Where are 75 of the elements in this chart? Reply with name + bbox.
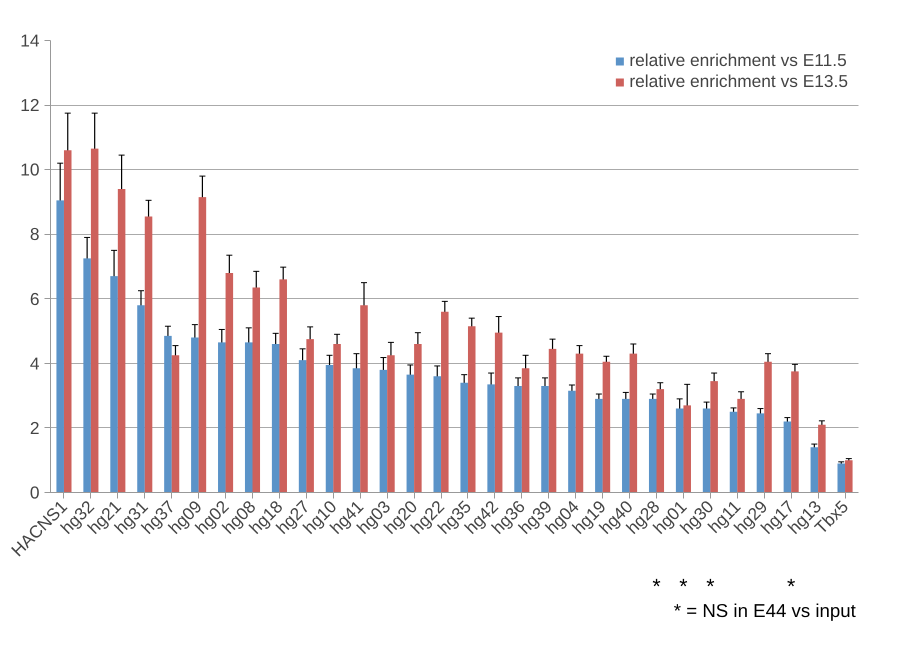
bar: [648, 398, 656, 492]
text: * = NS in E44 vs input: [674, 600, 857, 621]
bar: [791, 371, 799, 492]
bar: [756, 413, 764, 492]
bar: [656, 389, 664, 492]
bar: [380, 370, 388, 492]
text: *: [787, 574, 796, 598]
bar: [818, 424, 826, 492]
bar: [306, 339, 314, 492]
bar: [272, 344, 280, 492]
bar: [252, 287, 260, 492]
y-tick-label: 14: [20, 30, 40, 50]
bar: [683, 405, 691, 492]
y-tick-label: 8: [30, 224, 40, 244]
y-tick-label: 12: [20, 95, 40, 116]
bar: [83, 258, 91, 492]
legend-label: relative enrichment vs E13.5: [629, 71, 848, 92]
bar: [784, 421, 792, 492]
bar: [333, 344, 341, 492]
bar: [172, 355, 180, 492]
bar: [387, 355, 395, 492]
bar: [352, 368, 360, 492]
bar: [218, 342, 226, 492]
bar: [837, 463, 846, 492]
bar: [730, 412, 738, 492]
bar: [568, 390, 576, 492]
bar: [548, 348, 556, 492]
bar: [487, 384, 495, 492]
bar: [576, 354, 584, 492]
bar: [702, 408, 710, 492]
bar: [441, 312, 449, 492]
bar: [64, 150, 72, 492]
bar: [710, 381, 718, 492]
text: *: [652, 574, 661, 598]
bar: [360, 305, 368, 492]
bar: [244, 342, 252, 492]
y-tick-label: 0: [30, 482, 40, 502]
bar: [468, 326, 476, 492]
bar: [541, 386, 549, 492]
y-tick-label: 2: [30, 418, 40, 438]
bar: [622, 398, 630, 492]
y-tick-label: 4: [30, 353, 40, 374]
bar: [191, 338, 199, 492]
bar: [326, 364, 334, 492]
bar: [137, 305, 145, 492]
bar: [110, 276, 118, 492]
bar: [279, 279, 287, 492]
legend-label: relative enrichment vs E11.5: [629, 50, 847, 71]
bar: [737, 398, 745, 492]
text: *: [706, 574, 715, 598]
bar: [845, 460, 853, 492]
bar: [164, 336, 172, 492]
bar: [676, 408, 684, 492]
bar: [406, 374, 414, 492]
bar: [198, 197, 206, 492]
bar: [433, 376, 442, 492]
bar: [810, 447, 818, 492]
bar: [595, 398, 603, 492]
bar: [144, 216, 152, 492]
bar: [298, 360, 306, 492]
bar: [764, 362, 772, 492]
bar: [522, 368, 530, 492]
bar: [602, 362, 610, 492]
bar: [630, 354, 638, 492]
bar: [460, 382, 468, 492]
bar: [514, 386, 522, 492]
y-tick-label: 10: [20, 160, 40, 180]
bar: [118, 189, 126, 492]
text: *: [679, 574, 688, 598]
bar: [414, 344, 422, 492]
y-tick-label: 6: [30, 288, 40, 309]
bar: [90, 148, 98, 492]
bar: [494, 332, 502, 492]
bar: [56, 200, 64, 492]
bar: [226, 272, 234, 492]
